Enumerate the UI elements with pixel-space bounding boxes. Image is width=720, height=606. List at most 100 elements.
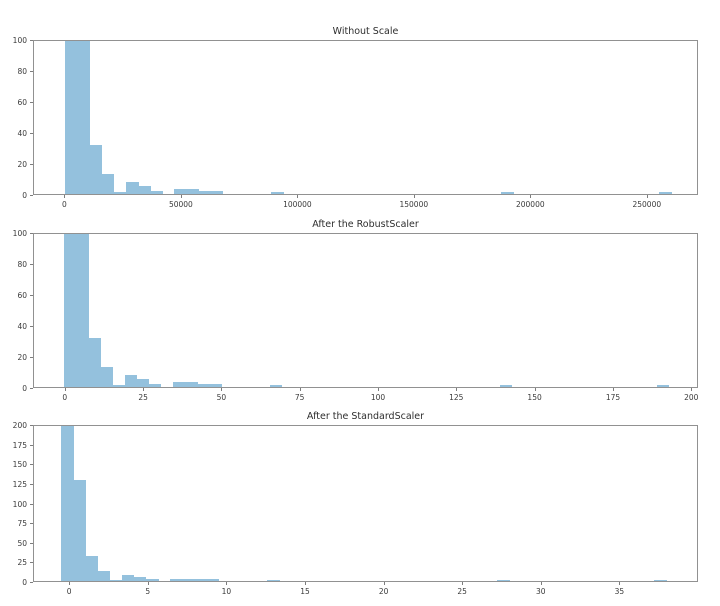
x-tick-label: 250000 [632,200,662,209]
histogram-bar [198,190,212,194]
y-tick [30,233,33,234]
histogram-bar [656,385,670,387]
y-tick-label: 175 [12,440,27,450]
y-tick [30,503,33,505]
x-tick-label: 50000 [168,200,193,209]
histogram-bar [194,579,207,581]
x-tick [456,388,458,391]
x-tick-label: 25 [138,393,148,402]
axes-robust-scaler [33,233,698,388]
x-tick-label: 200 [684,393,699,402]
x-tick-label: 0 [62,393,68,402]
y-tick-label: 40 [17,129,27,138]
y-tick [30,264,33,265]
y-tick-label: 80 [17,67,27,76]
y-tick [30,40,33,41]
histogram-bar [185,382,198,387]
histogram-bar [124,374,138,387]
histogram-bar [174,189,188,194]
x-tick-label: 100 [370,393,386,402]
y-tick [30,542,33,544]
y-tick [30,102,33,103]
x-tick [462,582,464,585]
histogram-bar [138,186,151,194]
histogram-bar [100,367,114,387]
y-tick [30,425,33,426]
histogram-bar [170,578,183,581]
x-tick [69,582,71,585]
y-tick-label: 20 [17,160,27,169]
x-tick [143,388,145,391]
x-tick [613,388,614,391]
histogram-bar [499,385,513,387]
y-tick-label: 100 [12,36,27,45]
y-tick-label: 80 [17,260,27,269]
histogram-bar [89,145,103,194]
y-tick-label: 200 [12,421,27,430]
histogram-bar [186,189,200,194]
x-tick [534,388,536,391]
x-tick-label: 30 [536,587,546,596]
axes-standard-scaler [33,425,698,582]
x-tick-label: 20 [378,587,389,596]
histogram-bar [109,580,123,581]
x-tick-label: 15 [300,587,310,596]
histogram-bar [77,41,91,194]
plot-title: Without Scale [332,26,399,37]
x-tick-label: 200000 [515,200,545,209]
histogram-bar [173,382,186,387]
x-tick-label: 0 [62,200,67,209]
x-tick [305,582,306,585]
y-tick [30,582,33,583]
x-tick [64,195,66,198]
histogram-bar [654,580,667,581]
y-tick-label: 25 [17,558,27,568]
x-tick [646,195,648,198]
x-tick [530,195,532,198]
x-tick-label: 50 [216,393,227,402]
y-tick-label: 60 [17,291,27,300]
x-tick-label: 125 [449,393,464,402]
x-tick [297,195,299,198]
histogram-bar [61,426,74,581]
y-tick [30,326,33,327]
x-tick [413,195,415,198]
x-tick [383,582,385,585]
y-tick [30,444,33,446]
x-tick [540,582,542,585]
x-tick [619,582,621,585]
y-tick [30,523,33,525]
y-tick [30,295,33,296]
histogram-bar [136,379,150,387]
histogram-bar [271,192,284,194]
histogram-bar [113,192,127,194]
x-tick-label: 150 [527,393,542,402]
histogram-bar [658,192,672,194]
y-tick [30,388,33,389]
x-tick [378,388,379,391]
x-tick-label: 75 [294,393,305,402]
y-tick-label: 0 [22,191,27,200]
x-tick-label: 35 [614,587,625,596]
y-tick-label: 75 [17,519,27,529]
y-tick-label: 100 [12,229,27,238]
histogram-bar [88,338,101,387]
histogram-bar [112,385,126,387]
x-tick-label: 25 [457,587,467,596]
histogram-bar [97,570,111,581]
histogram-bar [209,383,222,387]
y-tick-label: 20 [17,353,27,362]
y-tick [30,71,33,72]
x-tick [299,388,301,391]
histogram-bar [210,190,224,194]
histogram-bar [133,577,147,581]
x-tick [691,388,693,391]
histogram-bar [65,41,79,194]
x-tick-label: 150000 [399,200,429,209]
x-tick [64,388,66,391]
x-tick [221,388,223,391]
x-tick-label: 5 [145,587,151,596]
histogram-bar [206,579,220,581]
y-tick-label: 0 [22,578,27,587]
y-tick [30,562,33,564]
